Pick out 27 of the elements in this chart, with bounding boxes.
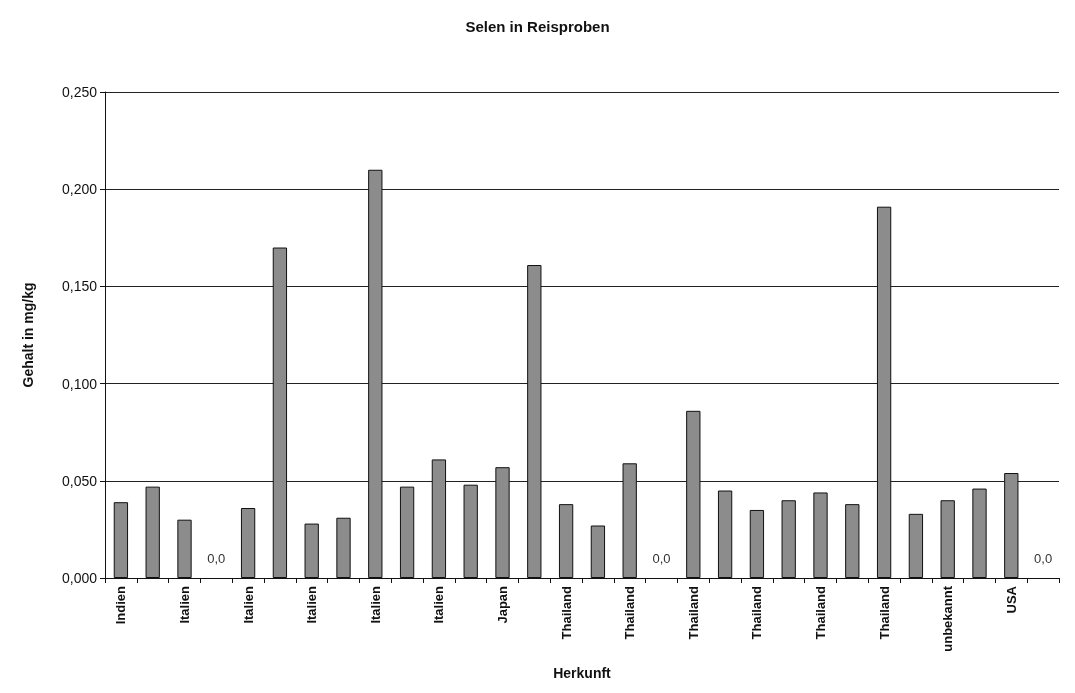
y-tick-label: 0,000	[61, 570, 98, 586]
data-label: 0,0	[207, 551, 226, 566]
x-tick-label: Italien	[240, 585, 256, 624]
y-tick-label: 0,150	[61, 278, 98, 295]
x-tick-label: Thailand	[622, 585, 638, 640]
x-tick-label: Italien	[177, 585, 192, 624]
x-tick-label: Italien	[304, 585, 320, 624]
x-axis-title: Herkunft	[553, 665, 612, 681]
x-tick-label: Japan	[495, 585, 510, 624]
y-tick-label: 0,100	[61, 375, 98, 392]
x-tick-label: unbekannt	[940, 585, 956, 652]
x-tick-label: Thailand	[876, 585, 892, 640]
data-label: 0,0	[1034, 551, 1053, 566]
data-label: 0,0	[652, 551, 671, 566]
y-tick-label: 0,050	[61, 472, 98, 489]
x-tick-label: Thailand	[685, 585, 701, 640]
chart-title: Selen in Reisproben	[465, 18, 610, 35]
x-tick-label: Thailand	[558, 585, 574, 640]
y-tick-label: 0,200	[61, 181, 98, 198]
x-tick-label: Italien	[367, 585, 383, 624]
x-tick-label: Italien	[431, 585, 447, 624]
x-tick-label: Thailand	[813, 585, 828, 640]
y-tick-label: 0,250	[61, 84, 98, 100]
x-tick-label: USA	[1003, 585, 1019, 614]
y-axis-title: Gehalt in mg/kg	[20, 282, 36, 388]
x-tick-label: Thailand	[749, 585, 765, 640]
x-tick-label: Indien	[113, 585, 129, 625]
